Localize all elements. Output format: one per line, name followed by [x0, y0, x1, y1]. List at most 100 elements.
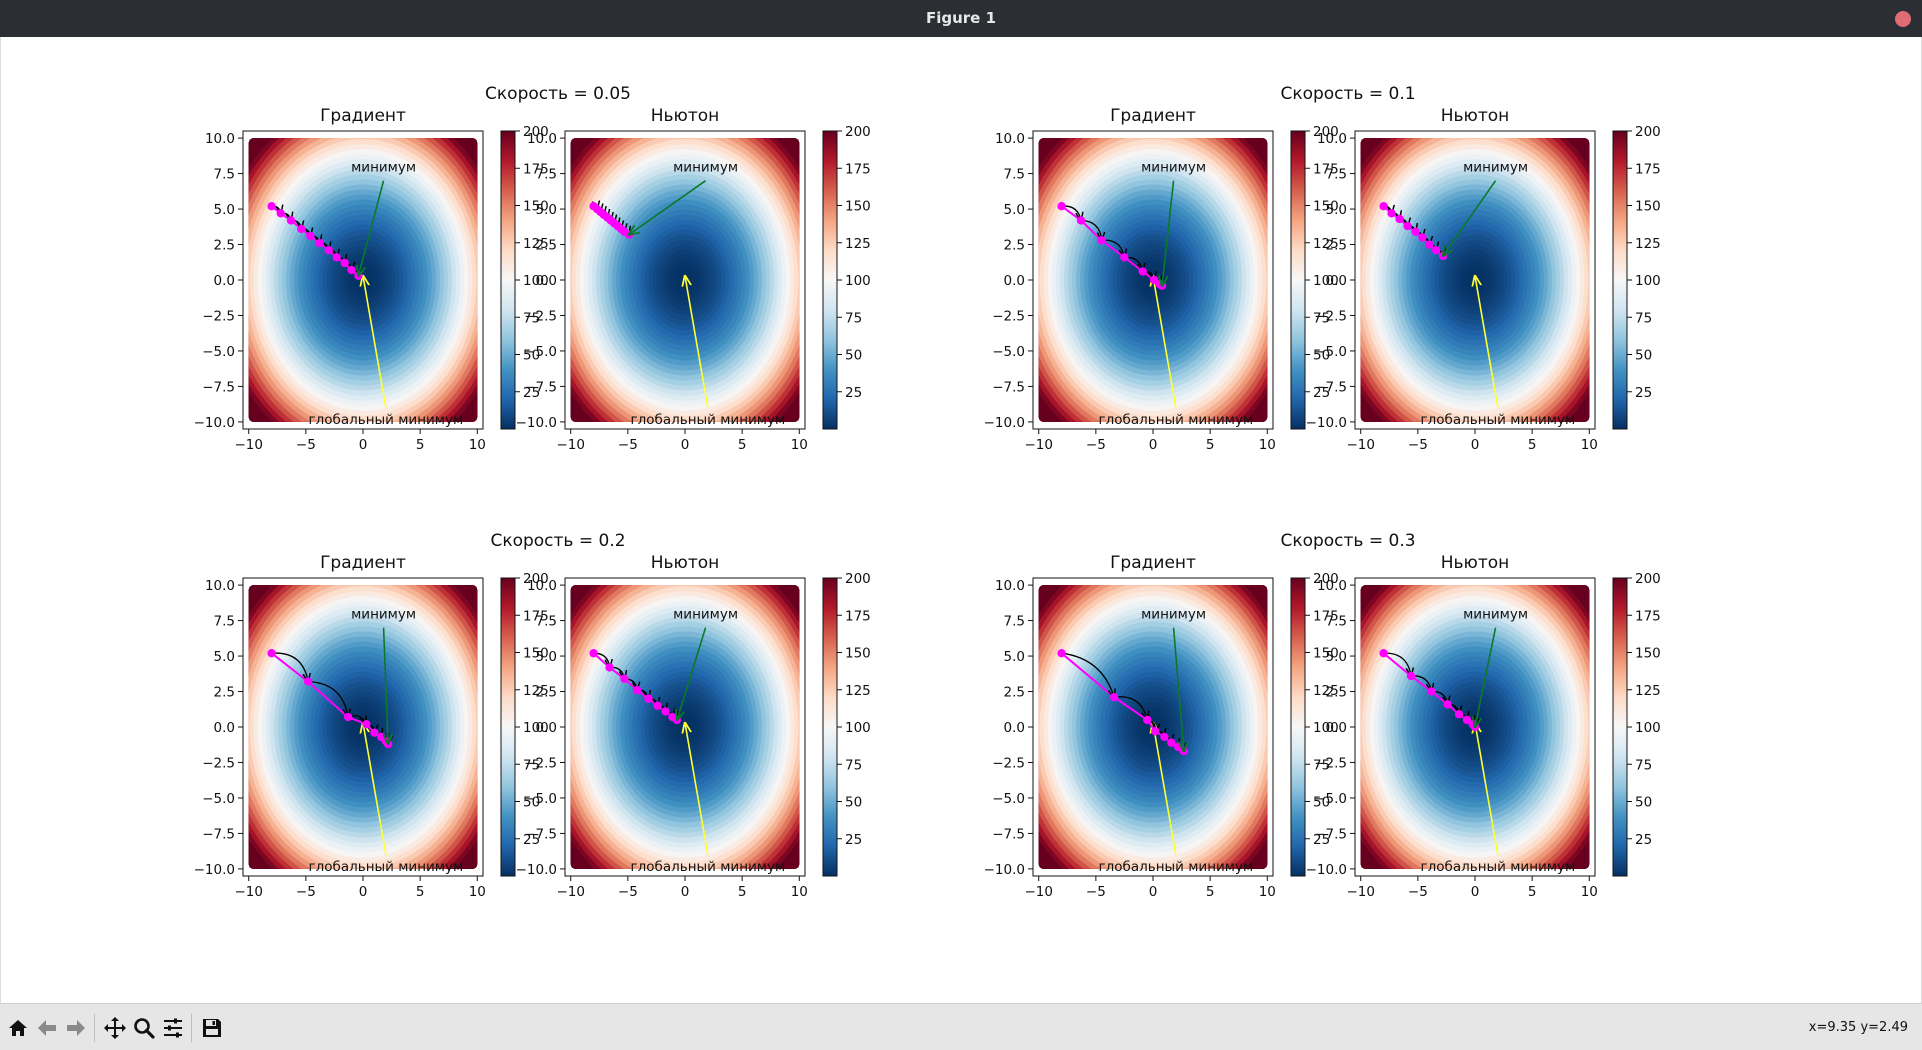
min-arrow	[1443, 180, 1497, 256]
x-tick-label: 0	[359, 437, 368, 453]
path-point	[1151, 727, 1160, 736]
colorbar-tick-label: 50	[523, 348, 540, 364]
colorbar-tick-label: 175	[1313, 161, 1339, 177]
colorbar-tick-label: 75	[845, 757, 862, 773]
path-point	[1109, 693, 1119, 702]
colorbar-tick-label: 200	[523, 571, 549, 587]
colorbar-tick-label: 125	[523, 236, 549, 252]
global-min-arrow	[1153, 723, 1177, 855]
min-label: минимум	[1141, 160, 1206, 176]
colorbar-tick-label: 100	[845, 720, 871, 736]
y-tick-label: 2.5	[214, 685, 235, 701]
home-icon[interactable]	[4, 1014, 32, 1042]
subplot: Ньютон −10 −5 0 5 10 −10.0 −7.5 −5.0 −2.5 0.0 2.5 5.…	[516, 553, 871, 900]
step-arrow	[308, 680, 348, 718]
colorbar-tick-label: 125	[845, 236, 871, 252]
colorbar-tick-label: 200	[1635, 571, 1661, 587]
x-tick-label: −10	[1024, 884, 1053, 900]
y-tick-label: 0.0	[214, 720, 235, 736]
y-tick-label: −5.0	[524, 344, 557, 360]
x-tick-label: −5	[1086, 884, 1106, 900]
subplot-title: Ньютон	[651, 553, 720, 573]
subplot-title: Ньютон	[1441, 106, 1510, 126]
colorbar-tick-label: 150	[845, 199, 871, 215]
path-point	[589, 649, 598, 658]
y-tick-label: −2.5	[1314, 755, 1347, 771]
pan-icon[interactable]	[101, 1014, 129, 1042]
subplot-title: Градиент	[320, 106, 406, 126]
x-tick-label: −10	[556, 437, 585, 453]
path-point	[1443, 700, 1452, 709]
y-tick-label: −7.5	[992, 379, 1025, 395]
path-point	[1406, 671, 1416, 681]
x-tick-label: 5	[416, 884, 425, 900]
y-tick-label: 5.0	[1326, 649, 1347, 665]
y-tick-label: 5.0	[1004, 202, 1025, 218]
colorbar	[500, 577, 516, 877]
x-tick-label: 5	[1206, 884, 1215, 900]
global-min-arrow	[1475, 723, 1499, 855]
y-tick-label: −7.5	[524, 826, 557, 842]
colorbar-tick-label: 175	[1635, 608, 1661, 624]
y-tick-label: 5.0	[214, 649, 235, 665]
x-tick-label: 0	[1149, 437, 1158, 453]
x-tick-label: 5	[1528, 437, 1537, 453]
colorbar-tick-label: 50	[1635, 348, 1652, 364]
close-icon[interactable]	[1895, 11, 1911, 27]
y-tick-label: 2.5	[1326, 238, 1347, 254]
y-tick-label: 7.5	[536, 167, 557, 183]
subplot-title: Ньютон	[651, 106, 720, 126]
x-tick-label: 0	[1471, 437, 1480, 453]
path-point	[267, 649, 276, 658]
colorbar-tick-label: 100	[523, 273, 549, 289]
min-label: минимум	[1463, 607, 1528, 623]
y-tick-label: −10.0	[516, 862, 557, 878]
y-tick-label: −10.0	[984, 862, 1025, 878]
back-icon[interactable]	[33, 1014, 61, 1042]
zoom-icon[interactable]	[130, 1014, 158, 1042]
path-point	[315, 238, 324, 248]
colorbar	[1612, 577, 1628, 877]
path-point	[306, 231, 315, 241]
y-tick-label: −7.5	[202, 826, 235, 842]
colorbar-tick-label: 125	[1313, 683, 1339, 699]
save-icon[interactable]	[198, 1014, 226, 1042]
colorbar-tick-label: 200	[845, 124, 871, 140]
colorbar-tick-label: 175	[845, 608, 871, 624]
y-tick-label: −2.5	[202, 308, 235, 324]
colorbar-tick-label: 125	[845, 683, 871, 699]
contour-field	[248, 585, 478, 869]
subplot: Градиент −10 −5 0 5 10 −10.0 −7.5 −5.0 −2.5 0.0 2.5…	[984, 106, 1339, 453]
cursor-coordinates: x=9.35 y=2.49	[1808, 1020, 1908, 1035]
y-tick-label: 10.0	[995, 131, 1025, 147]
figure-canvas[interactable]: Скорость = 0.05 Градиент −10 −5 0 5 10 −10.0 −7.…	[0, 37, 1922, 1003]
path-point	[297, 224, 306, 234]
colorbar-tick-label: 25	[1635, 832, 1652, 848]
y-tick-label: −10.0	[1306, 415, 1347, 431]
colorbar-tick-label: 175	[523, 161, 549, 177]
chart-group: Скорость = 0.3 Градиент −10 −5 0 5 10 −10.0 −7.5…	[984, 531, 1661, 900]
colorbar-tick-label: 100	[1313, 720, 1339, 736]
path-point	[1454, 710, 1464, 719]
x-tick-label: 5	[416, 437, 425, 453]
global-min-label: глобальный минимум	[631, 859, 786, 875]
x-tick-label: −10	[1346, 437, 1375, 453]
colorbar	[1290, 577, 1306, 877]
path-point	[653, 701, 662, 710]
colorbar-tick-label: 175	[845, 161, 871, 177]
colorbar-tick-label: 100	[1635, 720, 1661, 736]
x-tick-label: 0	[1149, 884, 1158, 900]
colorbar-tick-label: 50	[845, 348, 862, 364]
min-label: минимум	[673, 607, 738, 623]
y-tick-label: 5.0	[214, 202, 235, 218]
min-label: минимум	[351, 607, 416, 623]
y-tick-label: 0.0	[1004, 273, 1025, 289]
y-tick-label: 10.0	[1317, 131, 1347, 147]
colorbar-tick-label: 25	[523, 832, 540, 848]
global-min-arrow	[1475, 276, 1499, 408]
forward-icon[interactable]	[62, 1014, 90, 1042]
configure-subplots-icon[interactable]	[159, 1014, 187, 1042]
figure[interactable]: Скорость = 0.05 Градиент −10 −5 0 5 10 −10.0 −7.…	[1, 37, 1922, 1003]
y-tick-label: −10.0	[984, 415, 1025, 431]
x-tick-label: 5	[1206, 437, 1215, 453]
